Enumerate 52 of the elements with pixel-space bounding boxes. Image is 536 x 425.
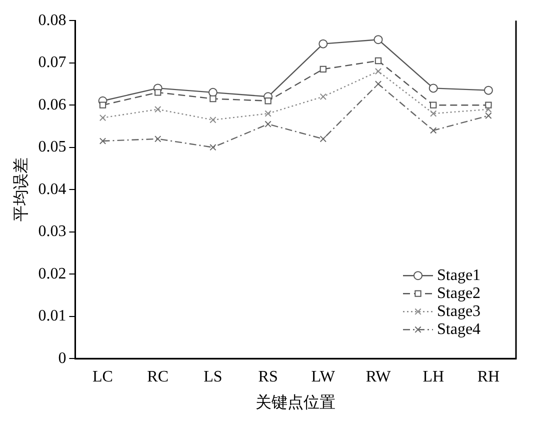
y-tick-label: 0.07 bbox=[38, 54, 66, 72]
point bbox=[320, 93, 326, 100]
point bbox=[264, 98, 272, 104]
point bbox=[374, 35, 383, 44]
x-tick-label: LC bbox=[92, 368, 113, 386]
point bbox=[210, 116, 216, 124]
point bbox=[320, 66, 326, 73]
point bbox=[318, 39, 328, 48]
point bbox=[99, 102, 106, 108]
y-tick-label: 0.06 bbox=[38, 96, 66, 114]
point bbox=[485, 102, 492, 108]
x-tick-label: RC bbox=[147, 368, 169, 386]
point bbox=[374, 80, 382, 88]
x-tick-label: LH bbox=[422, 368, 444, 386]
point bbox=[374, 57, 382, 64]
x-axis-title: 关键点位置 bbox=[256, 394, 336, 412]
point bbox=[154, 136, 162, 142]
y-tick-label: 0.08 bbox=[38, 12, 66, 29]
legend-label: Stage2 bbox=[437, 284, 481, 302]
point bbox=[210, 144, 216, 151]
y-tick-label: 0.03 bbox=[38, 223, 66, 240]
x-tick-label: LS bbox=[204, 368, 222, 386]
point bbox=[264, 120, 272, 128]
y-tick-label: 0.01 bbox=[38, 308, 66, 325]
y-axis-title: 平均误差 bbox=[12, 158, 30, 222]
x-tick-label: RW bbox=[366, 368, 392, 386]
y-tick-label: 0 bbox=[58, 350, 66, 367]
point bbox=[154, 106, 162, 113]
y-tick-label: 0.04 bbox=[38, 180, 66, 198]
point bbox=[320, 136, 326, 142]
legend-label: Stage3 bbox=[437, 302, 481, 320]
legend-label: Stage1 bbox=[437, 266, 481, 284]
y-tick-label: 0.02 bbox=[38, 265, 66, 282]
point bbox=[430, 127, 437, 134]
x-tick-label: LW bbox=[311, 368, 336, 386]
point bbox=[430, 110, 437, 117]
point bbox=[485, 112, 492, 119]
point bbox=[99, 114, 106, 122]
y-tick-label: 0.05 bbox=[38, 138, 66, 156]
point bbox=[264, 110, 272, 117]
point bbox=[374, 68, 382, 75]
point bbox=[430, 102, 437, 108]
legend-label: Stage4 bbox=[437, 320, 481, 338]
x-tick-label: RH bbox=[477, 368, 500, 386]
point bbox=[154, 89, 162, 96]
point bbox=[485, 106, 492, 113]
point bbox=[99, 138, 106, 144]
x-tick-label: RS bbox=[258, 368, 278, 386]
point bbox=[428, 84, 438, 93]
point bbox=[208, 88, 218, 97]
point bbox=[210, 95, 216, 102]
point bbox=[484, 86, 493, 95]
